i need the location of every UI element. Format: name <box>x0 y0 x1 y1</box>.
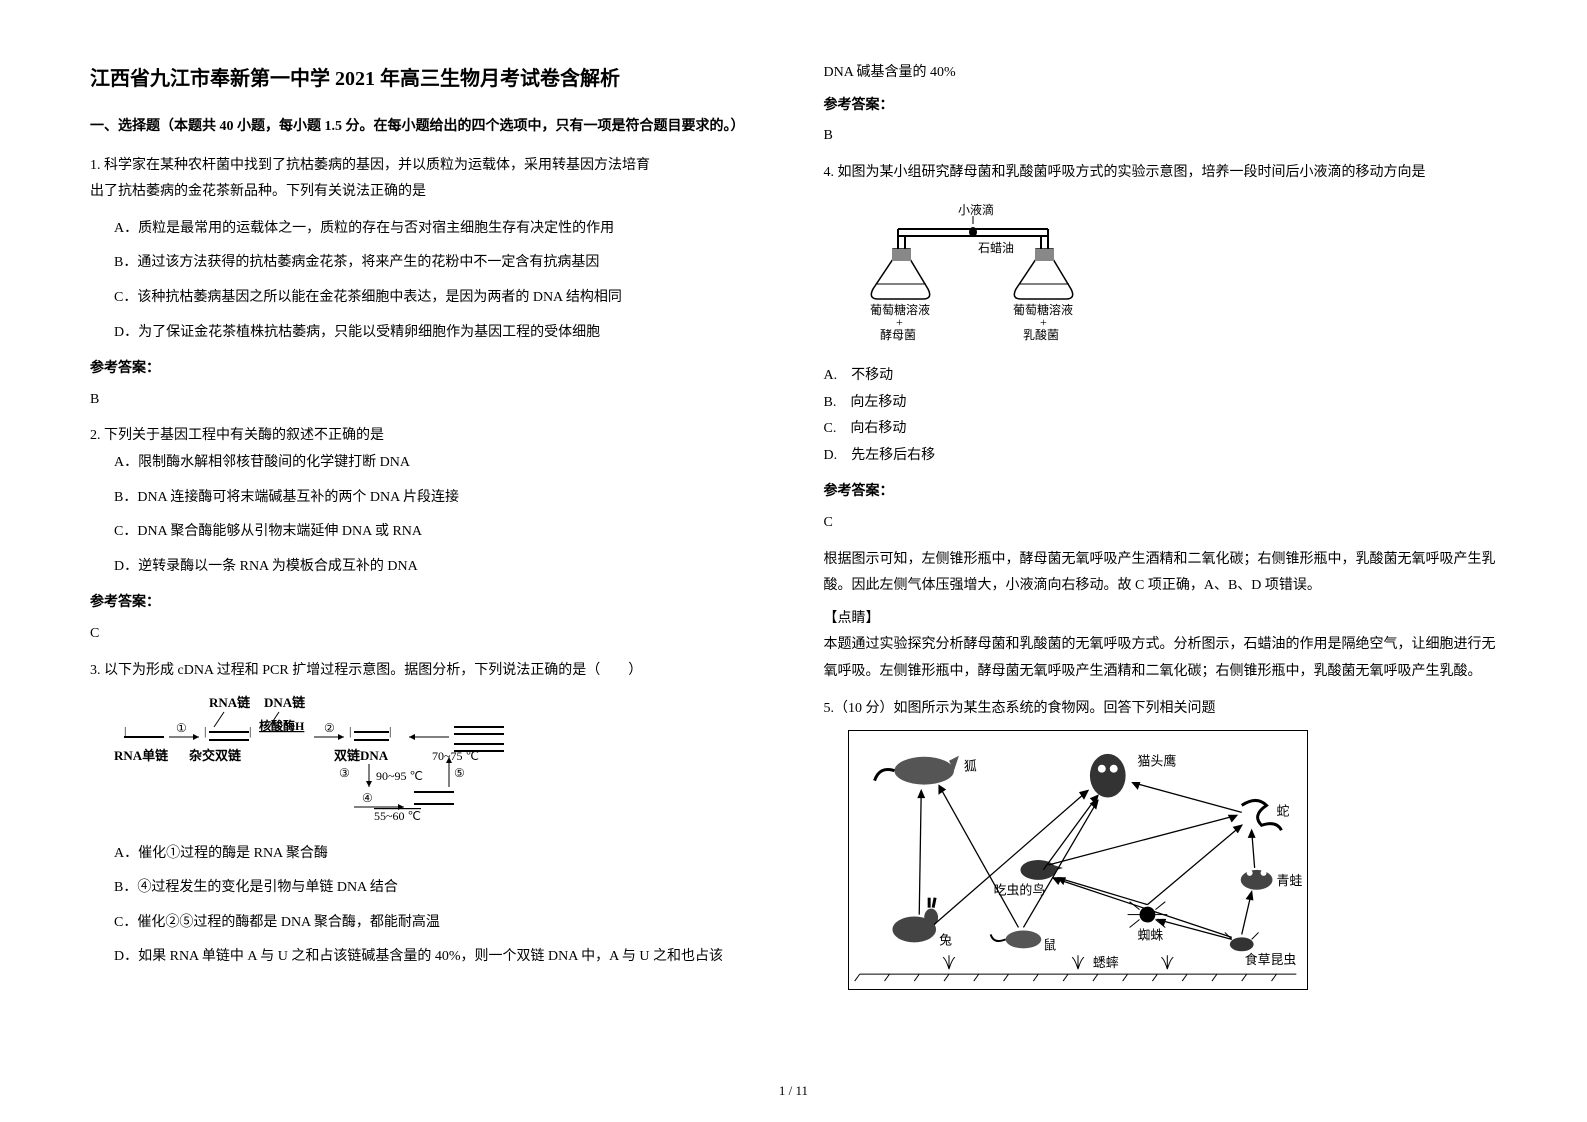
q4-option-b: B. 向左移动 <box>824 390 1498 417</box>
q1-stem-line2: 出了抗枯萎病的金花茶新品种。下列有关说法正确的是 <box>90 179 764 206</box>
q4-stem: 4. 如图为某小组研究酵母菌和乳酸菌呼吸方式的实验示意图，培养一段时间后小液滴的… <box>824 160 1498 187</box>
fox-icon: 狐 <box>874 756 976 785</box>
q3-option-d-cont: DNA 碱基含量的 40% <box>824 60 1498 87</box>
q3-stem: 3. 以下为形成 cDNA 过程和 PCR 扩增过程示意图。据图分析，下列说法正… <box>90 658 764 685</box>
lbl-dna-chain: DNA链 <box>264 695 306 710</box>
lbl-drop: 小液滴 <box>958 202 994 217</box>
q1-option-a: A．质粒是最常用的运载体之一，质粒的存在与否对宿主细胞生存有决定性的作用 <box>114 216 764 243</box>
q2-option-b: B．DNA 连接酶可将末端碱基互补的两个 DNA 片段连接 <box>114 485 764 512</box>
q3-answer: B <box>824 123 1498 150</box>
lbl-owl: 猫头鹰 <box>1137 754 1176 769</box>
q4-option-d: D. 先左移后右移 <box>824 443 1498 470</box>
q1-answer-label: 参考答案： <box>90 356 764 383</box>
insect-bird-icon: 吃虫的鸟 <box>993 860 1062 898</box>
lbl-double-dna: 双链DNA <box>334 748 389 763</box>
q3-option-a: A．催化①过程的酶是 RNA 聚合酶 <box>114 841 764 868</box>
frog-icon: 青蛙 <box>1240 870 1302 890</box>
lbl-oil: 石蜡油 <box>978 241 1014 255</box>
q2-option-c: C．DNA 聚合酶能够从引物末端延伸 DNA 或 RNA <box>114 519 764 546</box>
q3-diagram: RNA链 DNA链 | ① | | 核 <box>114 692 764 833</box>
q1-option-d: D．为了保证金花茶植株抗枯萎病，只能以受精卵细胞作为基因工程的受体细胞 <box>114 320 764 347</box>
q4-explanation-1: 根据图示可知，左侧锥形瓶中，酵母菌无氧呼吸产生酒精和二氧化碳；右侧锥形瓶中，乳酸… <box>824 547 1498 600</box>
svg-text:|: | <box>389 724 391 738</box>
lbl-lactic: 乳酸菌 <box>1023 327 1059 342</box>
q2-option-a: A．限制酶水解相邻核苷酸间的化学键打断 DNA <box>114 450 764 477</box>
q5-diagram: 狐 猫头鹰 蛇 <box>848 730 1498 1001</box>
lbl-ins-bird: 吃虫的鸟 <box>993 883 1045 898</box>
lbl-mouse: 鼠 <box>1043 938 1056 952</box>
lbl-plus2: + <box>1040 315 1047 329</box>
q1-stem-line1: 1. 科学家在某种农杆菌中找到了抗枯萎病的基因，并以质粒为运载体，采用转基因方法… <box>90 153 764 180</box>
left-column: 江西省九江市奉新第一中学 2021 年高三生物月考试卷含解析 一、选择题（本题共… <box>90 60 764 1092</box>
question-3: 3. 以下为形成 cDNA 过程和 PCR 扩增过程示意图。据图分析，下列说法正… <box>90 658 764 972</box>
q5-stem: 5.（10 分）如图所示为某生态系统的食物网。回答下列相关问题 <box>824 696 1498 723</box>
lbl-n3: ③ <box>339 766 350 780</box>
q3-option-c: C．催化②⑤过程的酶都是 DNA 聚合酶，都能耐高温 <box>114 910 764 937</box>
lbl-n5: ⑤ <box>454 766 465 780</box>
question-1: 1. 科学家在某种农杆菌中找到了抗枯萎病的基因，并以质粒为运载体，采用转基因方法… <box>90 153 764 347</box>
lbl-rabbit: 兔 <box>939 933 952 947</box>
q4-option-c: C. 向右移动 <box>824 416 1498 443</box>
question-4: 4. 如图为某小组研究酵母菌和乳酸菌呼吸方式的实验示意图，培养一段时间后小液滴的… <box>824 160 1498 470</box>
q4-diagram: 小液滴 石蜡油 葡萄糖溶液 + 酵母菌 葡萄糖溶液 <box>848 194 1498 355</box>
lbl-herb-insect: 食草昆虫 <box>1244 952 1296 967</box>
lbl-hybrid: 杂交双链 <box>189 748 242 763</box>
q4-option-a: A. 不移动 <box>824 363 1498 390</box>
q2-answer: C <box>90 621 764 648</box>
lbl-frog: 青蛙 <box>1276 874 1302 888</box>
q4-tip-label: 【点睛】 <box>824 606 1498 633</box>
lbl-heshuan: 核酸酶H <box>259 718 305 733</box>
q2-option-d: D．逆转录酶以一条 RNA 为模板合成互补的 DNA <box>114 554 764 581</box>
q3-option-b: B．④过程发生的变化是引物与单链 DNA 结合 <box>114 875 764 902</box>
section-heading: 一、选择题（本题共 40 小题，每小题 1.5 分。在每小题给出的四个选项中，只… <box>90 114 764 141</box>
herb-insect-icon: 食草昆虫 <box>1224 933 1296 968</box>
lbl-n2: ② <box>324 721 335 735</box>
exam-title: 江西省九江市奉新第一中学 2021 年高三生物月考试卷含解析 <box>90 60 764 98</box>
q2-answer-label: 参考答案： <box>90 590 764 617</box>
lbl-n1: ① <box>176 721 187 735</box>
svg-text:|: | <box>124 724 126 738</box>
q3-option-d: D．如果 RNA 单链中 A 与 U 之和占该链碱基含量的 40%，则一个双链 … <box>114 944 764 971</box>
q2-stem: 2. 下列关于基因工程中有关酶的叙述不正确的是 <box>90 423 764 450</box>
lbl-rna-single: RNA单链 <box>114 748 169 763</box>
page-footer: 1 / 11 <box>779 1079 808 1104</box>
svg-text:|: | <box>349 724 351 738</box>
lbl-t2: 90~95 ℃ <box>376 769 423 783</box>
right-column: DNA 碱基含量的 40% 参考答案： B 4. 如图为某小组研究酵母菌和乳酸菌… <box>824 60 1498 1092</box>
lbl-t1: 70~75 ℃ <box>432 749 479 763</box>
question-2: 2. 下列关于基因工程中有关酶的叙述不正确的是 A．限制酶水解相邻核苷酸间的化学… <box>90 423 764 580</box>
q4-explanation-2: 本题通过实验探究分析酵母菌和乳酸菌的无氧呼吸方式。分析图示，石蜡油的作用是隔绝空… <box>824 632 1498 685</box>
lbl-grass: 蟋蟀 <box>1092 955 1118 970</box>
lbl-snake: 蛇 <box>1276 804 1289 818</box>
q4-answer: C <box>824 510 1498 537</box>
lbl-fox: 狐 <box>963 760 976 774</box>
q1-answer: B <box>90 387 764 414</box>
q4-answer-label: 参考答案： <box>824 479 1498 506</box>
lbl-plus1: + <box>896 315 903 329</box>
question-5: 5.（10 分）如图所示为某生态系统的食物网。回答下列相关问题 <box>824 696 1498 1001</box>
svg-text:|: | <box>204 724 206 738</box>
q3-answer-label: 参考答案： <box>824 93 1498 120</box>
lbl-n4: ④ <box>362 791 373 805</box>
lbl-rna-chain: RNA链 <box>209 695 251 710</box>
q1-option-b: B．通过该方法获得的抗枯萎病金花茶，将来产生的花粉中不一定含有抗病基因 <box>114 250 764 277</box>
rabbit-icon: 兔 <box>892 898 952 948</box>
q1-option-c: C．该种抗枯萎病基因之所以能在金花茶细胞中表达，是因为两者的 DNA 结构相同 <box>114 285 764 312</box>
lbl-yeast: 酵母菌 <box>880 328 916 342</box>
mouse-icon: 鼠 <box>990 931 1056 953</box>
svg-text:|: | <box>249 724 251 738</box>
lbl-t3: 55~60 ℃ <box>374 809 421 822</box>
snake-icon: 蛇 <box>1241 801 1289 831</box>
lbl-spider: 蜘蛛 <box>1137 928 1163 942</box>
